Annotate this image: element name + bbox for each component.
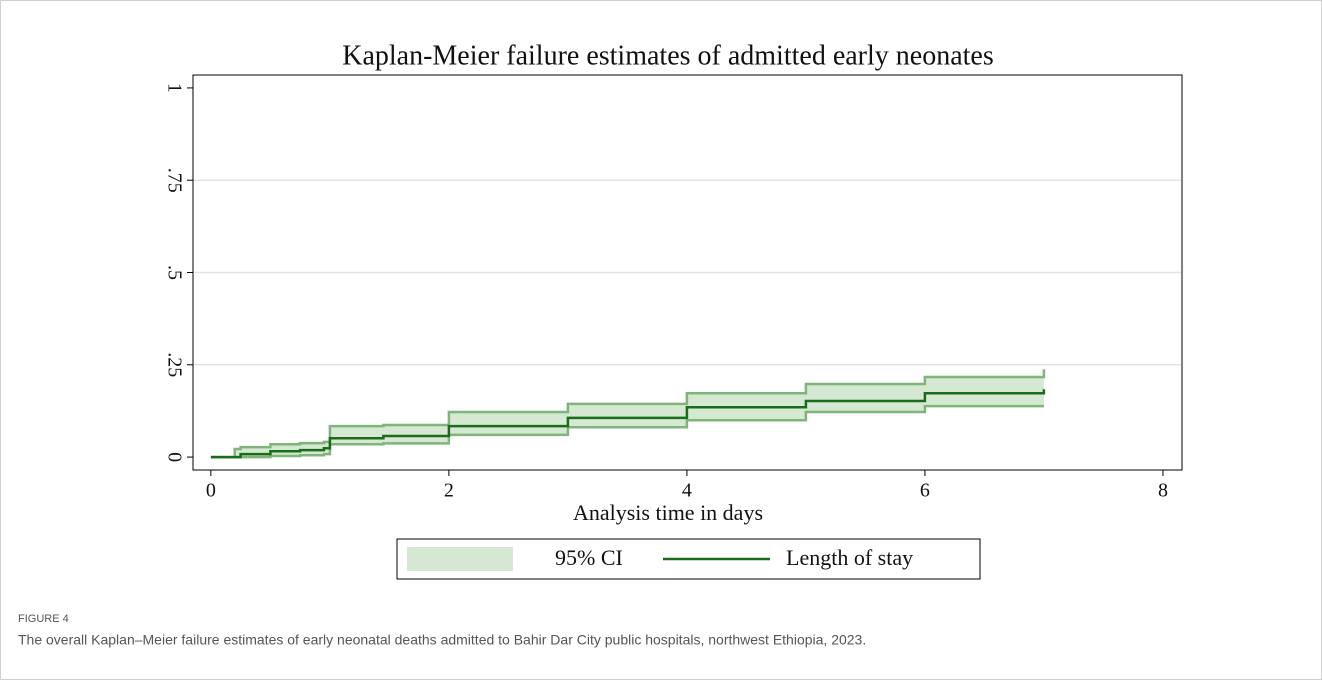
y-tick-label: .75 xyxy=(163,168,185,193)
legend-label: Length of stay xyxy=(786,545,913,570)
caption: The overall Kaplan–Meier failure estimat… xyxy=(18,632,866,648)
y-tick-label: .5 xyxy=(163,265,185,280)
ci-upper xyxy=(210,369,1046,459)
x-tick-label: 8 xyxy=(1158,480,1168,502)
x-tick-label: 4 xyxy=(682,480,692,502)
x-axis-label: Analysis time in days xyxy=(573,500,763,525)
x-tick-label: 6 xyxy=(920,480,930,502)
x-tick-label: 2 xyxy=(444,480,454,502)
x-tick-label: 0 xyxy=(206,480,216,502)
chart-title: Kaplan-Meier failure estimates of admitt… xyxy=(342,40,994,71)
y-tick-label: .25 xyxy=(163,352,185,377)
legend-label: 95% CI xyxy=(555,545,623,570)
figure-label: FIGURE 4 xyxy=(18,613,69,625)
y-tick-label: 0 xyxy=(163,452,185,462)
y-tick-label: 1 xyxy=(163,83,185,93)
legend-swatch xyxy=(407,547,513,571)
km-line xyxy=(210,389,1046,459)
ci-lower xyxy=(210,404,1044,459)
